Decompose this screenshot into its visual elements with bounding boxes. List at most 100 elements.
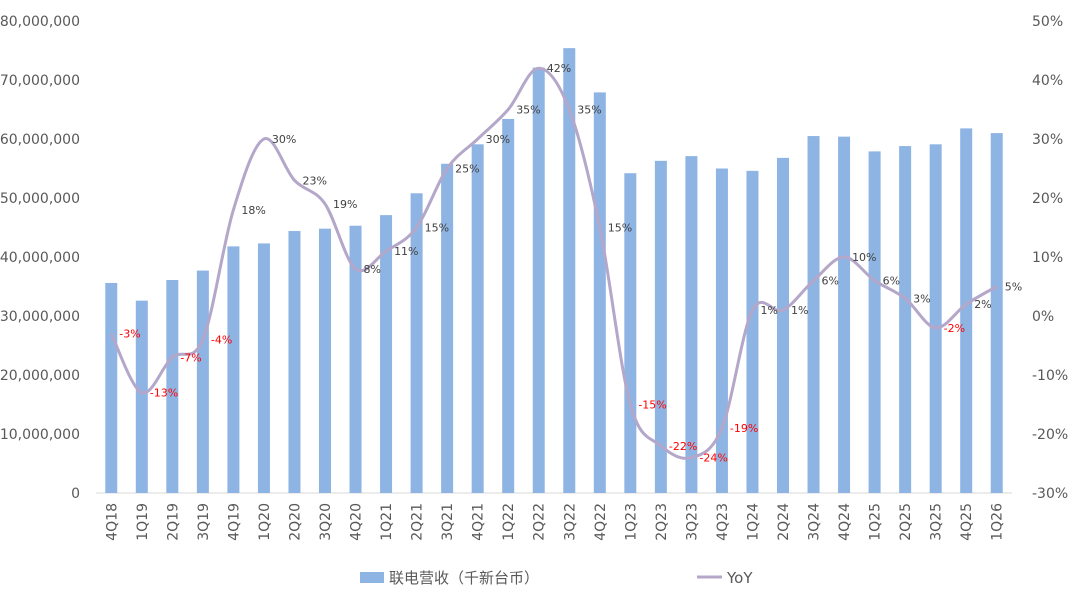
- left-axis-ticks: 0 10,000,000 20,000,000 30,000,000 40,000,00…: [0, 14, 80, 502]
- revenue-bar: [441, 163, 454, 493]
- revenue-bar: [563, 48, 576, 493]
- x-tick-label: 4Q24: [837, 503, 853, 541]
- right-tick-label: 50%: [1032, 14, 1063, 30]
- right-tick-label: 40%: [1032, 73, 1063, 89]
- yoy-data-label: 8%: [364, 263, 381, 276]
- x-tick-label: 1Q22: [501, 503, 517, 541]
- x-tick-label: 3Q23: [684, 503, 700, 541]
- x-tick-label: 2Q22: [532, 503, 548, 541]
- bar-series: [105, 48, 1003, 494]
- left-tick-label: 80,000,000: [0, 14, 80, 30]
- left-tick-label: 0: [71, 486, 80, 502]
- left-tick-label: 70,000,000: [0, 73, 80, 89]
- yoy-data-label: -2%: [944, 322, 965, 335]
- x-tick-label: 4Q20: [349, 503, 365, 541]
- x-tick-label: 4Q25: [959, 503, 975, 541]
- x-tick-label: 1Q21: [379, 503, 395, 541]
- revenue-bar: [960, 128, 973, 493]
- revenue-bar: [471, 144, 484, 493]
- x-tick-label: 2Q19: [165, 503, 181, 541]
- yoy-data-label: 35%: [516, 104, 540, 117]
- right-tick-label: -30%: [1032, 486, 1068, 502]
- left-tick-label: 20,000,000: [0, 368, 80, 384]
- x-tick-label: 4Q18: [104, 503, 120, 541]
- x-tick-label: 4Q22: [593, 503, 609, 541]
- revenue-bar: [166, 280, 179, 493]
- x-tick-label: 2Q21: [410, 503, 426, 541]
- revenue-bar: [135, 300, 148, 493]
- legend-bar-label: 联电营收（千新台币）: [389, 569, 539, 587]
- yoy-line: [109, 66, 998, 460]
- left-tick-label: 40,000,000: [0, 250, 80, 266]
- yoy-data-label: 6%: [822, 275, 839, 288]
- revenue-bar: [349, 225, 362, 494]
- revenue-bar: [319, 228, 331, 493]
- yoy-data-label: 19%: [333, 198, 357, 211]
- revenue-bar: [899, 146, 912, 493]
- right-tick-label: -20%: [1032, 427, 1068, 443]
- yoy-data-label: 10%: [852, 251, 876, 264]
- x-tick-label: 4Q19: [226, 503, 242, 541]
- revenue-bar: [380, 215, 393, 494]
- yoy-data-label: -13%: [150, 387, 178, 400]
- x-tick-label: 4Q23: [715, 503, 731, 541]
- x-tick-label: 3Q24: [807, 503, 823, 541]
- yoy-data-label: -22%: [669, 440, 697, 453]
- yoy-data-label: -15%: [638, 399, 666, 412]
- yoy-data-label: 6%: [883, 275, 900, 288]
- yoy-data-label: 3%: [913, 292, 930, 305]
- revenue-bar: [685, 156, 698, 494]
- x-tick-label: 1Q26: [990, 503, 1006, 541]
- revenue-bar: [715, 168, 728, 493]
- right-tick-label: 30%: [1032, 132, 1063, 148]
- right-tick-label: 10%: [1032, 250, 1063, 266]
- yoy-data-label: 30%: [486, 133, 510, 146]
- yoy-data-label: 30%: [272, 133, 296, 146]
- x-tick-label: 1Q23: [623, 503, 639, 541]
- revenue-bar: [990, 133, 1003, 493]
- right-tick-label: -10%: [1032, 368, 1068, 384]
- revenue-bar: [502, 118, 515, 493]
- revenue-bar: [532, 67, 545, 494]
- legend-bar-swatch: [360, 572, 384, 583]
- right-tick-label: 20%: [1032, 191, 1063, 207]
- x-tick-label: 1Q25: [868, 503, 884, 541]
- yoy-data-label: 1%: [791, 304, 808, 317]
- x-tick-label: 1Q20: [257, 503, 273, 541]
- left-tick-label: 60,000,000: [0, 132, 80, 148]
- yoy-data-label: -7%: [180, 351, 201, 364]
- yoy-data-label: -3%: [119, 328, 140, 341]
- revenue-bar: [654, 160, 667, 493]
- x-tick-label: 3Q20: [318, 503, 334, 541]
- yoy-data-label: 2%: [974, 298, 991, 311]
- right-axis-ticks: -30% -20% -10% 0% 10% 20% 30% 40% 50%: [1032, 14, 1068, 502]
- revenue-bar: [838, 136, 851, 493]
- yoy-data-label: 11%: [394, 245, 418, 258]
- yoy-data-label: 15%: [425, 222, 449, 235]
- x-tick-label: 2Q24: [776, 503, 792, 541]
- revenue-bar: [777, 157, 789, 493]
- revenue-bar: [746, 170, 759, 494]
- revenue-bar: [807, 136, 820, 494]
- revenue-bar: [288, 231, 301, 494]
- left-tick-label: 50,000,000: [0, 191, 80, 207]
- revenue-bar: [105, 282, 118, 493]
- yoy-data-labels: -3% -13% -7% -4% 18% 30% 23% 19% 8% 11% 15% 25% 30% 3…: [119, 62, 1022, 464]
- x-tick-label: 3Q19: [196, 503, 212, 541]
- revenue-bar: [410, 193, 423, 493]
- left-tick-label: 30,000,000: [0, 309, 80, 325]
- yoy-data-label: 5%: [1005, 281, 1022, 294]
- yoy-data-label: 25%: [455, 163, 479, 176]
- legend-line-label: YoY: [726, 569, 753, 587]
- revenue-bar: [929, 144, 942, 493]
- x-tick-label: 4Q21: [471, 503, 487, 541]
- x-tick-label: 3Q25: [929, 503, 945, 541]
- legend: 联电营收（千新台币） YoY: [360, 569, 753, 587]
- yoy-data-label: 23%: [302, 174, 326, 187]
- revenue-bar: [257, 243, 270, 493]
- yoy-data-label: 15%: [608, 222, 632, 235]
- yoy-data-label: -4%: [211, 334, 232, 347]
- yoy-data-label: 18%: [241, 204, 265, 217]
- revenue-bar: [868, 151, 881, 493]
